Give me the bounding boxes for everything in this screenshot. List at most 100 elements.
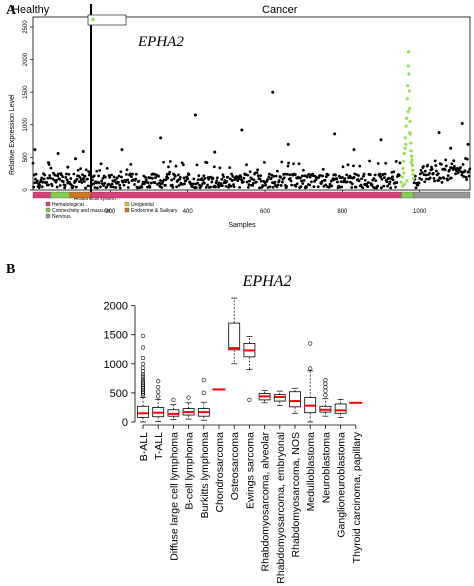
box-outlier [308, 341, 313, 346]
sample-point [354, 185, 358, 189]
sample-point [218, 166, 222, 170]
sample-point [271, 185, 275, 189]
sample-point [109, 185, 113, 189]
sample-point [35, 179, 39, 183]
sample-point [282, 176, 286, 180]
sample-point [258, 177, 262, 181]
sample-outlier-point [333, 132, 337, 136]
sample-point [112, 185, 115, 189]
sample-outlier-point [213, 150, 217, 154]
sample-point [254, 180, 258, 184]
sample-point [373, 173, 377, 177]
sample-point [184, 179, 188, 183]
sample-point [55, 178, 58, 182]
sample-point [465, 157, 469, 161]
panel-a-x-axis-label: Samples [228, 222, 256, 229]
box-outlier [186, 395, 191, 400]
sample-point [160, 186, 164, 189]
sarcoma-point [411, 172, 415, 176]
box-outlier [308, 366, 313, 371]
panel-b-label: B [6, 262, 15, 277]
sarcoma-point [402, 151, 406, 156]
sample-point [206, 183, 209, 187]
sarcoma-point [404, 124, 408, 128]
cancer-section-label: Cancer [262, 4, 298, 16]
sample-point [202, 174, 206, 178]
sample-point [398, 161, 402, 165]
sample-point [171, 186, 175, 189]
panel-a-gene-title: EPHA2 [137, 34, 184, 50]
sample-point [433, 159, 437, 163]
sample-point [366, 185, 370, 188]
sample-point [436, 172, 440, 176]
sample-point [144, 178, 148, 182]
box-outlier [140, 345, 146, 350]
sample-point [61, 180, 65, 184]
anatomical-system-bar-segment [90, 191, 402, 199]
sample-point [285, 172, 289, 176]
box-outlier [156, 389, 161, 394]
sample-point [452, 159, 456, 163]
sample-point [76, 168, 80, 172]
sarcoma-point [405, 179, 409, 183]
sample-point [114, 186, 118, 189]
sarcoma-point [405, 97, 409, 101]
category-label: Chondrosarcoma [214, 432, 226, 513]
sample-point [246, 173, 250, 177]
sample-point [446, 174, 450, 177]
sample-point [157, 174, 161, 178]
sample-point [211, 176, 215, 180]
sample-point [122, 183, 126, 187]
sample-point [293, 173, 297, 177]
sample-point [359, 183, 363, 187]
sample-point [430, 165, 433, 169]
panel-a-y-tick-label: 2000 [23, 52, 29, 66]
sarcoma-point [401, 184, 405, 188]
sample-outlier-point [460, 121, 464, 125]
sample-point [186, 177, 190, 181]
sample-point [164, 183, 167, 187]
sarcoma-point [401, 166, 405, 171]
sample-point [105, 166, 109, 170]
sample-point [87, 170, 91, 173]
sample-point [64, 176, 68, 179]
sample-outlier-point [81, 150, 85, 154]
sample-point [78, 180, 81, 184]
panel-a-y-axis-label: Relative Expression Level [9, 94, 16, 175]
sample-outlier-point [193, 113, 197, 117]
sample-point [388, 180, 392, 184]
sample-point [335, 177, 339, 181]
sample-point [34, 172, 38, 176]
sample-point [214, 185, 217, 189]
sample-point [170, 183, 174, 187]
sample-point [86, 184, 90, 188]
anatomical-legend-swatch [124, 201, 130, 207]
sample-point [368, 173, 372, 177]
sample-point [133, 183, 136, 186]
anatomical-legend-label: Endocrine & Salivary [131, 208, 178, 214]
category-label: Medulloblastoma [305, 432, 317, 512]
sample-point [242, 176, 246, 180]
sample-point [433, 179, 436, 183]
sample-point [432, 176, 436, 180]
sample-point [444, 164, 448, 168]
sample-point [110, 182, 114, 186]
sample-point [437, 178, 441, 182]
sample-point [330, 184, 334, 188]
sample-point [423, 169, 427, 173]
sample-point [237, 177, 241, 181]
sample-point [103, 175, 107, 179]
anatomical-system-bar-segment [413, 191, 471, 199]
sample-point [379, 175, 383, 179]
panel-a-y-tick-label: 500 [23, 152, 29, 163]
sample-point [340, 176, 344, 179]
sample-point [116, 181, 120, 184]
sample-point [80, 181, 84, 184]
sample-point [56, 172, 60, 176]
sample-point [192, 177, 196, 181]
sample-point [443, 168, 447, 172]
box-outlier [156, 379, 161, 384]
sample-point [151, 176, 154, 180]
sample-point [285, 185, 289, 188]
sample-point [100, 179, 104, 183]
